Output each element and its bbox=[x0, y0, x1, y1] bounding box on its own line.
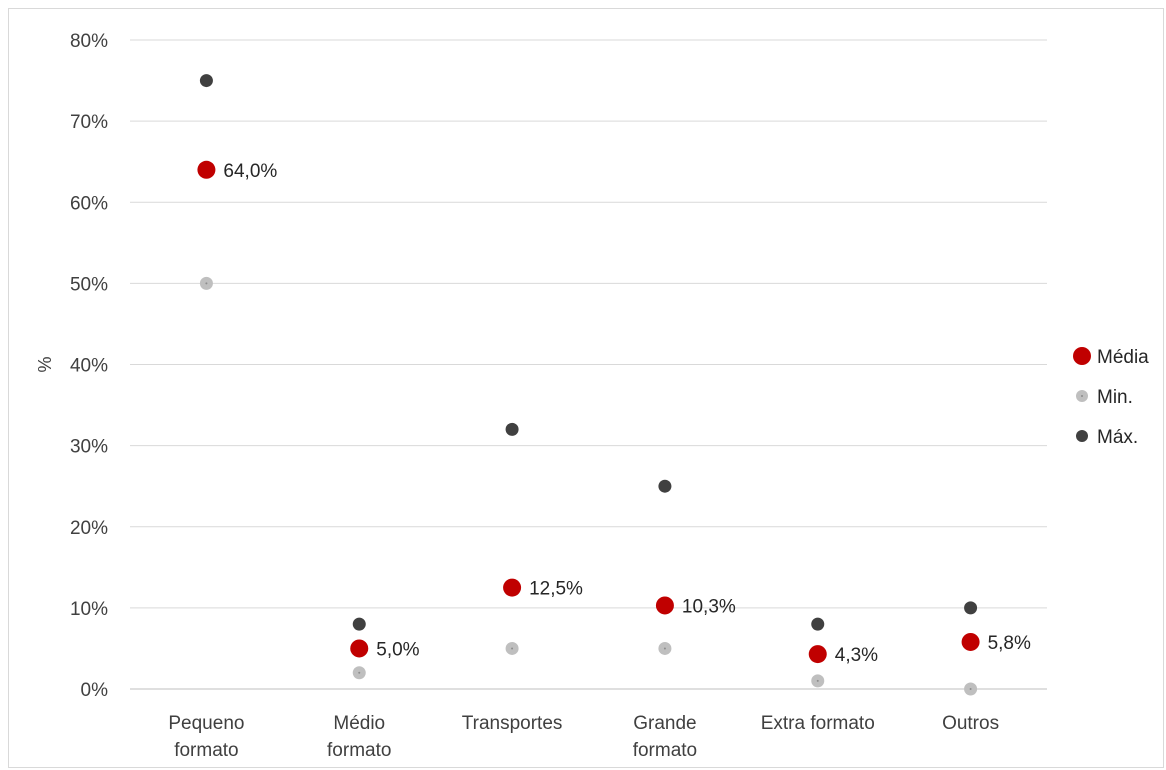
data-label-media: 10,3% bbox=[682, 596, 736, 617]
point-center-dot bbox=[969, 688, 972, 690]
point-m-x bbox=[811, 617, 825, 631]
data-label-media: 64,0% bbox=[223, 161, 277, 182]
y-axis-tick-labels: 0% 10% 20% 30% 40% 50% 60% 70% 80% bbox=[70, 31, 108, 701]
data-labels: 64,0% 5,0% 12,5% 10,3% 4,3% 5,8% bbox=[223, 161, 1031, 666]
point-m-dia bbox=[808, 645, 827, 664]
legend-marker bbox=[1073, 347, 1091, 365]
data-points bbox=[197, 74, 980, 696]
y-tick-label: 20% bbox=[70, 518, 108, 539]
point-center-dot bbox=[205, 282, 208, 285]
x-category-label: formato bbox=[327, 740, 391, 761]
y-tick-label: 80% bbox=[70, 31, 108, 52]
point-m-x bbox=[505, 422, 519, 436]
y-axis-label: % bbox=[35, 356, 55, 372]
y-tick-label: 0% bbox=[81, 680, 109, 701]
x-axis-category-labels: Pequeno formato Médio formato Transportes Gra… bbox=[168, 713, 999, 761]
x-category-label: Médio bbox=[333, 713, 385, 734]
x-category-label: Pequeno bbox=[168, 713, 244, 734]
gridlines bbox=[130, 39, 1047, 690]
y-tick-label: 50% bbox=[70, 274, 108, 295]
y-tick-label: 40% bbox=[70, 356, 108, 377]
legend-marker bbox=[1076, 430, 1088, 442]
data-label-media: 5,8% bbox=[988, 633, 1031, 654]
x-category-label: Transportes bbox=[462, 713, 563, 734]
point-m-dia bbox=[655, 596, 674, 615]
point-center-dot bbox=[511, 647, 514, 650]
y-tick-label: 30% bbox=[70, 437, 108, 458]
legend-label: Média bbox=[1097, 347, 1149, 368]
x-category-label: formato bbox=[633, 740, 697, 761]
point-m-dia bbox=[197, 160, 216, 179]
x-category-label: Grande bbox=[633, 713, 696, 734]
y-tick-label: 10% bbox=[70, 599, 108, 620]
point-m-x bbox=[199, 74, 213, 88]
data-label-media: 12,5% bbox=[529, 579, 583, 600]
point-m-x bbox=[658, 479, 672, 493]
y-tick-label: 60% bbox=[70, 193, 108, 214]
data-label-media: 4,3% bbox=[835, 645, 878, 666]
x-category-label: Extra formato bbox=[761, 713, 875, 734]
legend-label: Máx. bbox=[1097, 427, 1138, 448]
x-category-label: Outros bbox=[942, 713, 999, 734]
x-category-label: formato bbox=[174, 740, 238, 761]
y-tick-label: 70% bbox=[70, 112, 108, 133]
point-m-dia bbox=[961, 632, 980, 651]
point-m-dia bbox=[350, 639, 369, 658]
legend-marker-dot bbox=[1081, 395, 1083, 397]
point-m-x bbox=[964, 601, 978, 615]
point-m-dia bbox=[503, 578, 522, 597]
point-center-dot bbox=[663, 647, 666, 650]
legend-label: Min. bbox=[1097, 387, 1133, 408]
legend: Média Min. Máx. bbox=[1073, 347, 1149, 448]
point-center-dot bbox=[358, 671, 361, 674]
data-label-media: 5,0% bbox=[376, 639, 419, 660]
point-center-dot bbox=[816, 679, 819, 682]
point-m-x bbox=[352, 617, 366, 631]
